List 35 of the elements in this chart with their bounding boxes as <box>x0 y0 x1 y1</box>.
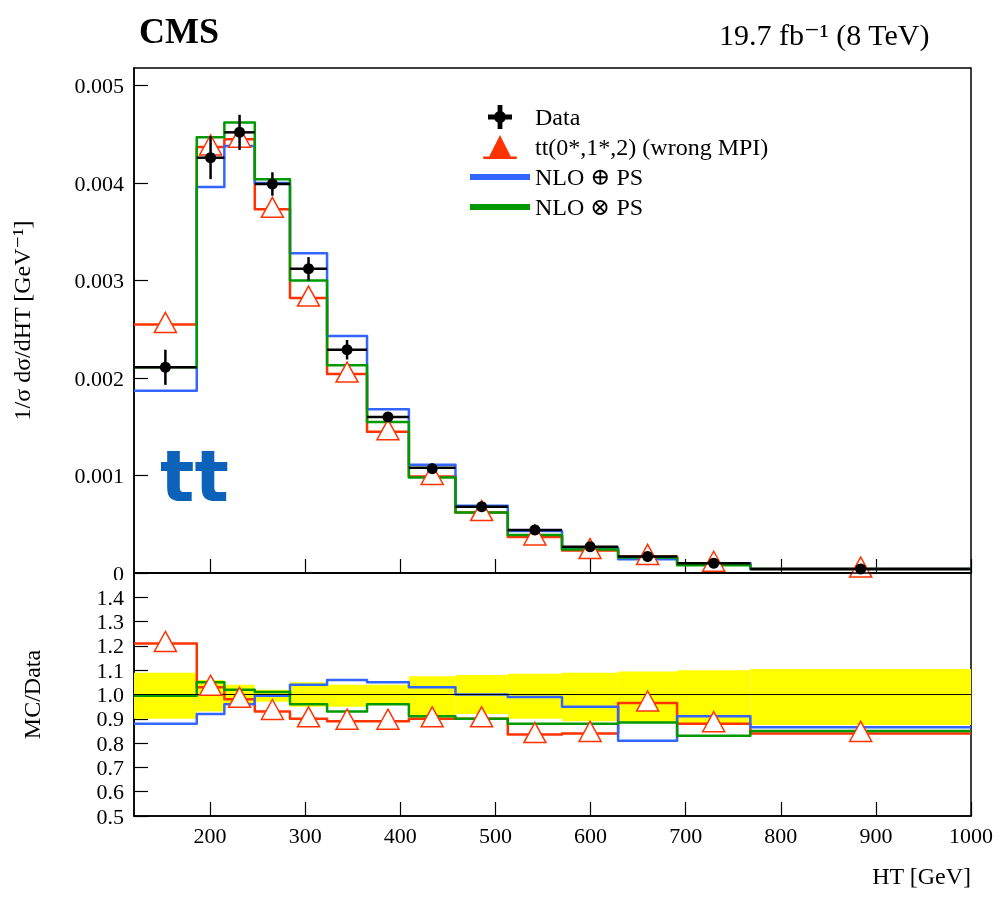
y-tick-label: 1.4 <box>96 584 124 610</box>
x-axis-title: HT [GeV] <box>872 863 971 889</box>
y-tick-label: 1.0 <box>96 682 124 707</box>
y-tick-label: 1.3 <box>96 609 124 635</box>
chart-subtitle: 19.7 fb⁻¹ (8 TeV) <box>718 17 930 52</box>
y-tick-label: 0.5 <box>96 803 124 829</box>
y-tick-label: 1.1 <box>96 657 124 683</box>
y-tick-label: 1.2 <box>96 633 124 659</box>
x-tick-label: 700 <box>669 822 703 848</box>
x-tick-label: 1000 <box>949 822 993 848</box>
x-tick-label: 600 <box>574 822 608 848</box>
legend-label: NLO ⊕ PS <box>535 164 644 190</box>
annotation: tt <box>160 434 229 518</box>
y-tick-label: 0.004 <box>74 170 124 196</box>
y-tick-label: 0.9 <box>96 706 124 732</box>
y-axis-title: MC/Data <box>19 649 45 740</box>
y-tick-label: 0.002 <box>74 365 124 391</box>
y-tick-label: 0.7 <box>96 754 124 780</box>
x-tick-label: 800 <box>764 822 798 848</box>
chart-title: CMS <box>139 11 219 51</box>
x-tick-label: 300 <box>288 822 322 848</box>
x-tick-label: 900 <box>859 822 893 848</box>
x-tick-label: 200 <box>193 822 227 848</box>
legend-label: Data <box>535 104 581 130</box>
legend-label: NLO ⊗ PS <box>535 194 644 220</box>
y-tick-label: 0.005 <box>74 73 124 99</box>
y-tick-label: 0.8 <box>96 730 124 756</box>
y-tick-label: 0.001 <box>74 463 124 489</box>
y-axis-title: 1/σ dσ/dHT [GeV⁻¹] <box>9 220 35 421</box>
x-tick-label: 500 <box>478 822 512 848</box>
x-tick-label: 400 <box>383 822 417 848</box>
legend-label: tt(0*,1*,2) (wrong MPI) <box>535 134 769 160</box>
y-tick-label: 0.003 <box>74 268 124 294</box>
y-tick-label: 0 <box>113 560 124 586</box>
y-tick-label: 0.6 <box>96 779 124 805</box>
